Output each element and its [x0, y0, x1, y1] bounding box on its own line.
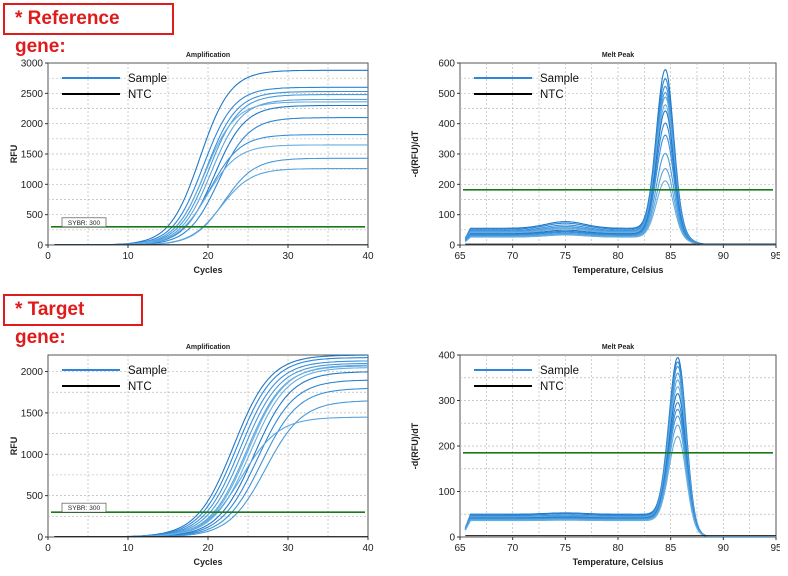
y-axis-label: -d(RFU)/dT — [410, 130, 420, 177]
x-tick-label: 65 — [454, 251, 466, 262]
reference-gene-label: * Reference gene: — [3, 3, 174, 57]
y-tick-label: 2000 — [21, 119, 44, 130]
x-tick-label: 10 — [122, 543, 134, 554]
curves-group — [54, 355, 368, 537]
x-tick-label: 10 — [122, 251, 134, 262]
x-axis-label: Temperature, Celsius — [573, 265, 664, 275]
legend-label: Sample — [128, 73, 167, 85]
x-tick-label: 30 — [282, 543, 294, 554]
legend-label: Sample — [540, 365, 579, 377]
chart-title: Melt Peak — [602, 52, 634, 59]
y-tick-label: 400 — [438, 351, 455, 362]
chart-title: Amplification — [186, 52, 230, 59]
target-amplification-chart: Amplification 0 10 20 30 40 0 500 1000 1500 2000 Cy… — [9, 344, 374, 567]
x-axis-label: Temperature, Celsius — [573, 557, 664, 567]
x-tick-label: 75 — [560, 251, 572, 262]
y-tick-label: 1500 — [21, 408, 44, 419]
x-tick-label: 30 — [282, 251, 294, 262]
reference-amplification-chart: Amplification 0 10 20 30 40 0 500 1000 1500 2000 25… — [9, 52, 374, 275]
y-tick-label: 100 — [438, 487, 455, 498]
y-tick-label: 3000 — [21, 59, 44, 70]
y-tick-label: 0 — [449, 533, 455, 544]
y-tick-label: 500 — [26, 210, 43, 221]
target-gene-label: * Target gene: — [3, 294, 143, 348]
x-tick-label: 0 — [45, 251, 51, 262]
x-tick-label: 70 — [507, 543, 519, 554]
y-tick-label: 2000 — [21, 367, 44, 378]
y-tick-label: 200 — [438, 442, 455, 453]
target-melt-peak-chart: Melt Peak 65 70 75 80 85 90 95 0 100 200 300 400 Temp… — [410, 344, 780, 567]
y-tick-label: 100 — [438, 210, 455, 221]
x-tick-label: 80 — [612, 543, 624, 554]
legend-label: NTC — [540, 89, 564, 101]
x-tick-label: 65 — [454, 543, 466, 554]
y-tick-label: 2500 — [21, 89, 44, 100]
curves-group — [464, 68, 776, 245]
x-tick-label: 80 — [612, 251, 624, 262]
y-axis-label: -d(RFU)/dT — [410, 422, 420, 469]
chart-title: Amplification — [186, 344, 230, 351]
x-tick-label: 90 — [718, 543, 730, 554]
legend-label: NTC — [128, 381, 152, 393]
y-axis-label: RFU — [9, 145, 19, 164]
x-tick-label: 90 — [718, 251, 730, 262]
chart-title: Melt Peak — [602, 344, 634, 351]
x-tick-label: 95 — [770, 251, 780, 262]
x-tick-label: 20 — [202, 251, 214, 262]
y-tick-label: 500 — [26, 491, 43, 502]
y-tick-label: 1000 — [21, 450, 44, 461]
x-tick-label: 85 — [665, 251, 677, 262]
y-tick-label: 1000 — [21, 180, 44, 191]
x-axis-label: Cycles — [193, 265, 222, 275]
y-tick-label: 0 — [37, 241, 43, 252]
y-tick-label: 1500 — [21, 150, 44, 161]
x-tick-label: 70 — [507, 251, 519, 262]
x-tick-label: 95 — [770, 543, 780, 554]
y-tick-label: 400 — [438, 119, 455, 130]
x-tick-label: 40 — [362, 251, 374, 262]
y-tick-label: 600 — [438, 59, 455, 70]
y-tick-label: 0 — [449, 241, 455, 252]
legend-label: Sample — [128, 365, 167, 377]
threshold-label: SYBR: 300 — [68, 505, 101, 512]
y-tick-label: 300 — [438, 396, 455, 407]
x-axis-label: Cycles — [193, 557, 222, 567]
reference-melt-peak-chart: Melt Peak 65 70 75 80 85 90 95 0 100 200 300 400 500 6… — [410, 52, 780, 275]
x-tick-label: 0 — [45, 543, 51, 554]
threshold-label: SYBR: 300 — [68, 220, 101, 227]
legend-label: NTC — [128, 89, 152, 101]
y-tick-label: 0 — [37, 533, 43, 544]
x-tick-label: 20 — [202, 543, 214, 554]
y-tick-label: 200 — [438, 180, 455, 191]
curves-group — [54, 69, 368, 245]
curves-group — [464, 356, 776, 537]
y-axis-label: RFU — [9, 437, 19, 456]
x-tick-label: 75 — [560, 543, 572, 554]
x-tick-label: 85 — [665, 543, 677, 554]
threshold-label-box — [61, 502, 107, 513]
legend-label: NTC — [540, 381, 564, 393]
y-tick-label: 300 — [438, 150, 455, 161]
y-tick-label: 500 — [438, 89, 455, 100]
threshold-label-box — [61, 217, 107, 228]
x-tick-label: 40 — [362, 543, 374, 554]
legend-label: Sample — [540, 73, 579, 85]
